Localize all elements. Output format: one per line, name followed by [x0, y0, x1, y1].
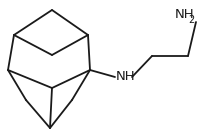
Text: 2: 2 [188, 15, 194, 25]
Text: NH: NH [116, 71, 136, 83]
Text: NH: NH [175, 8, 195, 20]
